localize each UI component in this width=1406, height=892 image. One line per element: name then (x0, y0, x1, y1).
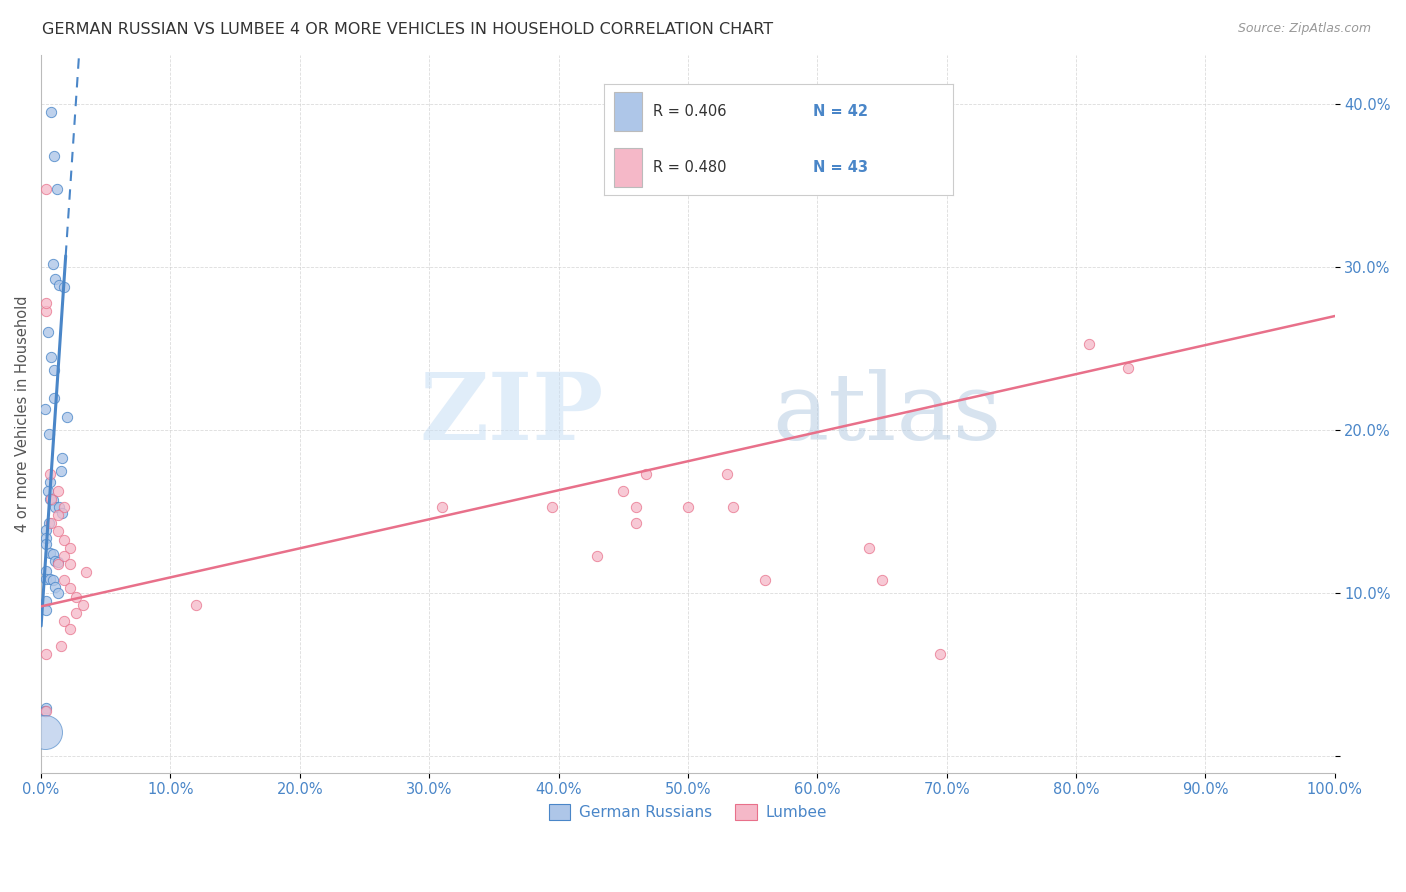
Point (46, 524, 69, 539)
Point (75, 565, 97, 579)
Point (35, 182, 58, 196)
Point (58, 622, 80, 636)
Point (42, 257, 65, 271)
Legend: German Russians, Lumbee: German Russians, Lumbee (543, 797, 834, 826)
Point (48, 278, 70, 293)
Point (48, 500, 70, 514)
Point (58, 541, 80, 555)
Text: Source: ZipAtlas.com: Source: ZipAtlas.com (1237, 22, 1371, 36)
Point (35, 564, 58, 578)
Point (58, 582, 80, 596)
Text: atlas: atlas (772, 369, 1001, 459)
Point (49, 464, 72, 478)
Text: ZIP: ZIP (419, 369, 603, 459)
Point (35, 572, 58, 586)
Point (46, 586, 69, 600)
Point (612, 483, 634, 498)
Point (870, 574, 893, 588)
Point (42, 574, 65, 588)
Point (39, 475, 62, 490)
Point (56, 410, 79, 425)
Point (35, 523, 58, 537)
Point (721, 500, 744, 514)
Point (39, 545, 62, 559)
Point (72, 598, 94, 612)
Point (42, 391, 65, 405)
Point (929, 647, 952, 661)
Point (858, 541, 880, 555)
Point (53, 533, 76, 547)
Point (35, 594, 58, 608)
Point (42, 547, 65, 561)
Point (46, 508, 69, 522)
Point (430, 500, 453, 514)
Point (44, 554, 66, 568)
Point (53, 500, 76, 514)
Point (41, 491, 63, 506)
Point (46, 483, 69, 498)
Point (45, 182, 67, 196)
Point (51, 450, 73, 465)
Point (35, 531, 58, 545)
Point (53, 279, 76, 293)
Point (46, 555, 69, 569)
Point (39, 467, 62, 482)
Point (53, 574, 76, 588)
Point (51, 507, 73, 521)
Point (37, 483, 59, 498)
Point (42, 493, 65, 508)
Point (35, 602, 58, 616)
Point (586, 549, 609, 563)
Text: GERMAN RUSSIAN VS LUMBEE 4 OR MORE VEHICLES IN HOUSEHOLD CORRELATION CHART: GERMAN RUSSIAN VS LUMBEE 4 OR MORE VEHIC… (42, 22, 773, 37)
Y-axis label: 4 or more Vehicles in Household: 4 or more Vehicles in Household (15, 295, 30, 533)
Point (35, 647, 58, 661)
Point (58, 557, 80, 571)
Point (42, 149, 65, 163)
Point (53, 549, 76, 563)
Point (1116, 361, 1139, 376)
Point (35, 537, 58, 551)
Point (35, 704, 58, 718)
Point (41, 105, 63, 120)
Point (37, 326, 59, 340)
Point (624, 500, 647, 514)
Point (34, 704, 56, 718)
Point (1077, 336, 1099, 351)
Point (65, 606, 87, 620)
Point (676, 500, 699, 514)
Point (541, 500, 564, 514)
Point (34, 725, 56, 739)
Point (44, 271, 66, 285)
Point (65, 590, 87, 604)
Point (716, 467, 738, 482)
Point (42, 363, 65, 377)
Point (754, 574, 776, 588)
Point (53, 614, 76, 628)
Point (39, 491, 62, 506)
Point (35, 296, 58, 310)
Point (34, 402, 56, 417)
Point (35, 304, 58, 318)
Point (46, 557, 69, 571)
Point (35, 700, 58, 714)
Point (49, 639, 72, 653)
Point (41, 516, 63, 531)
Point (186, 598, 208, 612)
Point (624, 516, 647, 531)
Point (41, 350, 63, 364)
Point (636, 467, 658, 482)
Point (44, 500, 66, 514)
Point (38, 516, 60, 531)
Point (38, 426, 60, 441)
Point (44, 580, 66, 594)
Point (39, 572, 62, 586)
